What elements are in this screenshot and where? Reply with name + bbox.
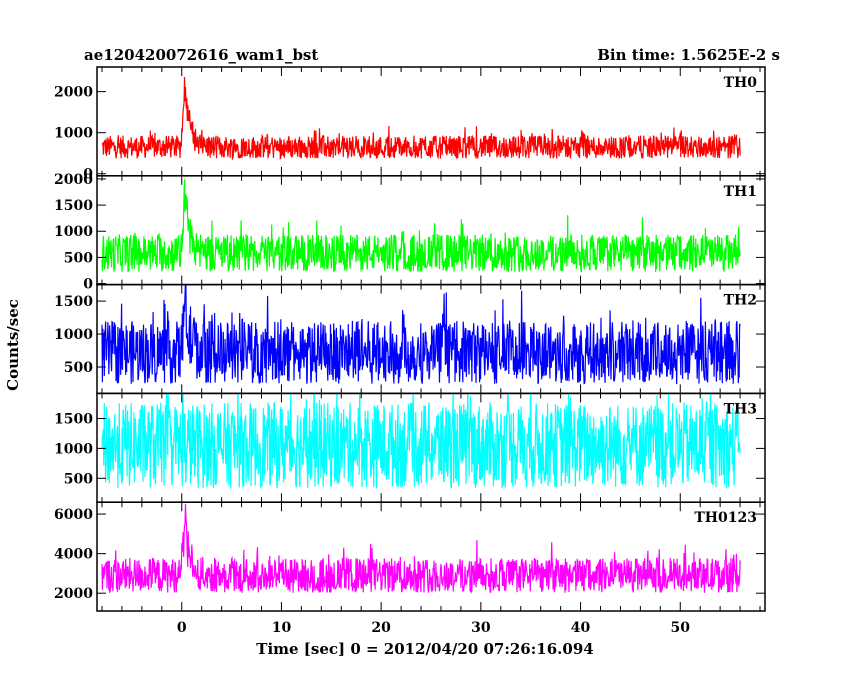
y-tick-label: 500: [64, 250, 93, 266]
y-tick-label: 1500: [54, 198, 93, 214]
y-tick-label: 1500: [54, 412, 93, 428]
panel-frame-th0123: [96, 501, 766, 612]
panel-label-th3: TH3: [724, 401, 757, 417]
x-tick-label: 20: [371, 620, 391, 636]
x-axis-label: Time [sec] 0 = 2012/04/20 07:26:16.094: [256, 640, 593, 658]
y-tick-label: 6000: [54, 507, 93, 523]
x-tick-label: 10: [272, 620, 292, 636]
series-th2: [101, 284, 741, 385]
y-tick-label: 0: [83, 277, 93, 293]
y-tick-label: 2000: [54, 586, 93, 602]
y-tick-label: 4000: [54, 547, 93, 563]
panel-label-th0: TH0: [724, 75, 758, 91]
series-th3: [101, 393, 741, 489]
series-th0: [101, 76, 741, 161]
panels-group: 010002000TH00500100015002000TH1500100015…: [54, 66, 766, 636]
y-tick-label: 500: [64, 360, 93, 376]
y-axis-label: Counts/sec: [4, 299, 22, 391]
panel-label-th2: TH2: [724, 293, 757, 309]
y-tick-label: 2000: [54, 85, 93, 101]
series-th1: [101, 179, 741, 273]
bin-time-label: Bin time: 1.5625E-2 s: [597, 46, 780, 64]
y-tick-label: 1000: [54, 126, 93, 142]
y-tick-label: 0: [83, 167, 93, 183]
y-tick-label: 1500: [54, 294, 93, 310]
y-tick-label: 500: [64, 471, 93, 487]
x-tick-label: 50: [671, 620, 691, 636]
series-th0123: [101, 503, 741, 594]
y-tick-label: 2000: [54, 172, 93, 188]
x-tick-label: 0: [177, 620, 187, 636]
y-tick-label: 1000: [54, 441, 93, 457]
panel-frame-th0: [96, 66, 766, 177]
panel-label-th0123: TH0123: [694, 510, 757, 526]
panel-frame-th1: [96, 175, 766, 286]
chart-title: ae120420072616_wam1_bst: [84, 46, 318, 64]
y-tick-label: 1000: [54, 327, 93, 343]
x-tick-label: 40: [571, 620, 591, 636]
panel-label-th1: TH1: [724, 184, 757, 200]
x-tick-label: 30: [471, 620, 491, 636]
y-tick-label: 1000: [54, 224, 93, 240]
